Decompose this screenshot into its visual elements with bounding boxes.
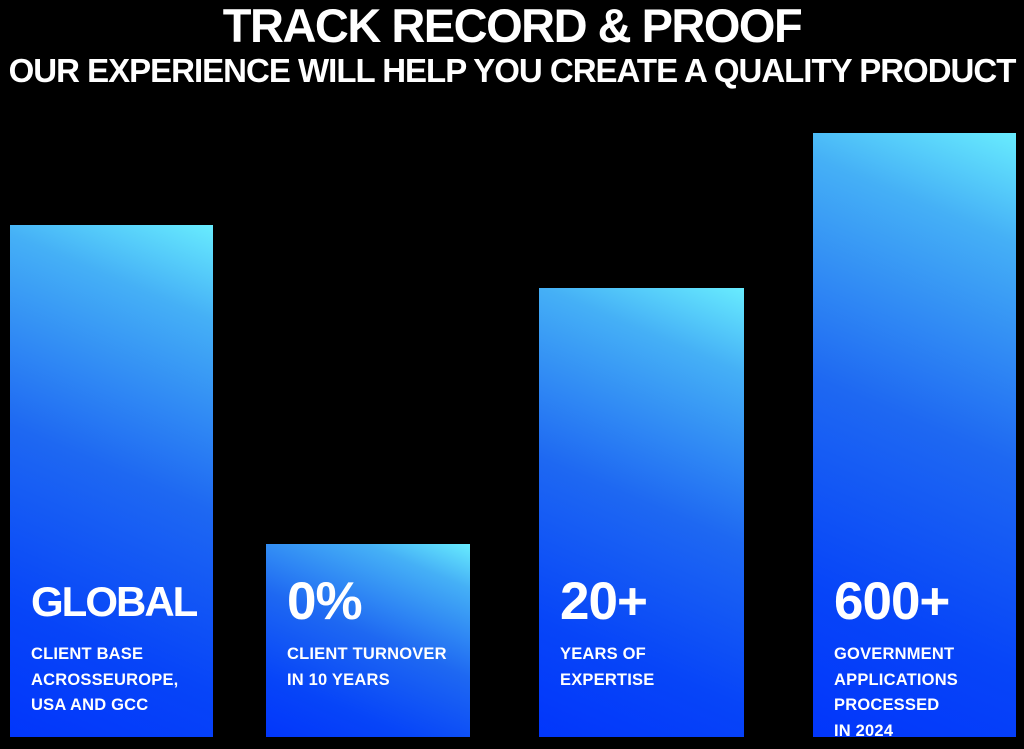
stat-value-global: GLOBAL xyxy=(31,578,198,625)
stat-value-expertise: 20+ xyxy=(560,572,648,631)
bar-content: 0% CLIENT TURNOVER IN 10 YEARS xyxy=(287,572,458,693)
page-subtitle: OUR EXPERIENCE WILL HELP YOU CREATE A QU… xyxy=(8,52,1017,89)
bar-content: 20+ YEARS OF EXPERTISE xyxy=(560,572,732,693)
bar-content: GLOBAL CLIENT BASE ACROSSEUROPE, USA AND… xyxy=(31,577,201,719)
bar-government-applications: 600+ GOVERNMENT APPLICATIONS PROCESSED I… xyxy=(813,133,1016,740)
stat-description-global: CLIENT BASE ACROSSEUROPE, USA AND GCC xyxy=(31,645,179,714)
stat-value-turnover: 0% xyxy=(287,572,363,631)
stat-description-applications: GOVERNMENT APPLICATIONS PROCESSED IN 202… xyxy=(834,645,959,740)
bar-global-client-base: GLOBAL CLIENT BASE ACROSSEUROPE, USA AND… xyxy=(10,225,213,737)
stat-description-expertise: YEARS OF EXPERTISE xyxy=(560,645,655,689)
page-title: TRACK RECORD & PROOF xyxy=(222,0,803,52)
stat-description-turnover: CLIENT TURNOVER IN 10 YEARS xyxy=(287,645,447,689)
stat-value-applications: 600+ xyxy=(834,572,950,631)
bar-content: 600+ GOVERNMENT APPLICATIONS PROCESSED I… xyxy=(834,572,1004,744)
bar-years-of-expertise: 20+ YEARS OF EXPERTISE xyxy=(539,288,744,737)
bar-client-turnover: 0% CLIENT TURNOVER IN 10 YEARS xyxy=(266,544,470,737)
